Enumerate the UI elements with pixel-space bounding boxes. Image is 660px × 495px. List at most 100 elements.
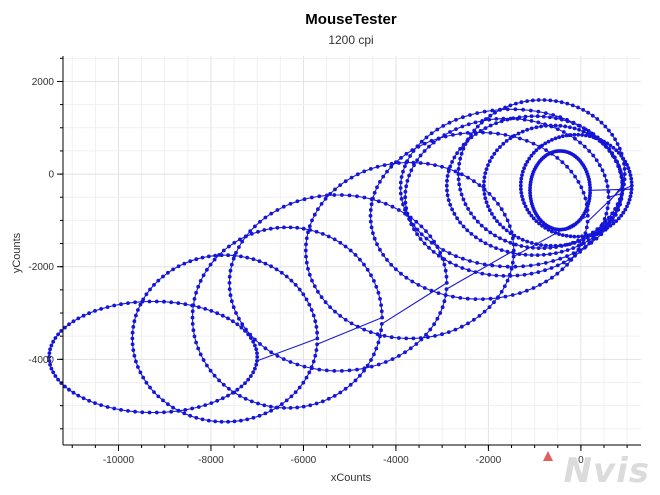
x-tick-label: -6000 xyxy=(291,455,317,466)
data-point xyxy=(555,263,560,268)
data-point xyxy=(440,164,444,169)
data-point xyxy=(445,178,449,183)
data-point xyxy=(576,105,580,110)
data-point xyxy=(255,359,259,363)
data-point xyxy=(534,219,539,224)
data-point xyxy=(513,107,518,112)
data-point xyxy=(428,234,433,239)
data-point xyxy=(487,208,492,213)
data-point xyxy=(496,202,500,206)
data-point xyxy=(490,263,495,268)
data-point xyxy=(254,362,259,367)
data-point xyxy=(220,396,225,401)
data-point xyxy=(269,350,274,355)
data-point xyxy=(275,208,280,212)
data-point xyxy=(571,121,576,126)
watermark-logo: Nvis xyxy=(563,451,650,491)
data-point xyxy=(253,366,257,371)
data-point xyxy=(147,410,152,415)
data-point xyxy=(460,266,465,270)
data-point xyxy=(310,278,314,283)
data-point xyxy=(583,196,588,201)
data-point xyxy=(442,257,447,262)
data-point xyxy=(452,155,457,160)
data-point xyxy=(617,146,622,151)
data-point xyxy=(468,259,472,263)
data-point xyxy=(614,148,619,153)
data-point xyxy=(191,303,196,307)
data-point xyxy=(603,124,608,129)
data-point xyxy=(192,334,197,339)
data-point xyxy=(255,351,259,355)
data-point xyxy=(213,419,218,424)
data-point xyxy=(316,289,320,294)
data-point xyxy=(541,114,546,119)
data-point xyxy=(435,316,440,321)
data-point xyxy=(428,327,433,332)
data-point xyxy=(205,363,209,368)
data-point xyxy=(81,396,86,401)
data-point xyxy=(550,275,554,280)
data-point xyxy=(369,225,374,230)
data-point xyxy=(567,257,572,262)
data-point xyxy=(539,124,543,129)
data-point xyxy=(523,114,528,119)
data-point xyxy=(131,348,136,352)
data-point xyxy=(424,332,428,337)
data-point xyxy=(611,145,616,150)
data-point xyxy=(326,234,331,239)
data-point xyxy=(415,232,419,237)
data-point xyxy=(51,339,56,344)
data-point xyxy=(523,204,528,209)
data-point xyxy=(585,213,590,218)
data-point xyxy=(617,200,622,205)
data-point xyxy=(607,128,611,133)
data-point xyxy=(407,217,411,221)
data-point xyxy=(496,131,500,136)
data-point xyxy=(411,336,416,341)
data-point xyxy=(616,163,621,168)
data-point xyxy=(338,240,343,245)
data-point xyxy=(221,382,226,387)
data-point xyxy=(512,233,517,238)
data-point xyxy=(328,192,332,196)
data-point xyxy=(534,148,539,153)
data-point xyxy=(134,359,138,364)
data-point xyxy=(620,179,625,184)
data-point xyxy=(379,309,384,314)
data-point xyxy=(323,300,328,305)
data-point xyxy=(565,119,570,124)
data-point xyxy=(314,325,319,329)
data-point xyxy=(313,353,318,358)
data-point xyxy=(555,156,560,160)
data-point xyxy=(480,271,485,276)
data-point xyxy=(194,415,199,420)
data-point xyxy=(499,207,504,212)
data-point xyxy=(248,332,253,337)
data-point xyxy=(405,179,410,183)
data-point xyxy=(348,382,353,387)
data-point xyxy=(401,169,405,174)
data-point xyxy=(520,237,525,242)
data-point xyxy=(304,236,309,241)
data-point xyxy=(313,319,318,324)
data-point xyxy=(403,189,408,194)
data-point xyxy=(543,141,548,146)
data-point xyxy=(433,163,437,168)
data-point xyxy=(398,186,403,190)
data-point xyxy=(53,336,58,340)
data-point xyxy=(263,261,268,266)
data-point xyxy=(315,342,319,347)
data-point xyxy=(71,390,76,395)
data-point xyxy=(56,377,60,382)
data-point xyxy=(458,187,463,192)
data-point xyxy=(176,301,181,305)
data-point xyxy=(194,257,199,262)
data-point xyxy=(198,279,203,283)
data-point xyxy=(226,393,230,398)
data-point xyxy=(571,246,576,251)
data-point xyxy=(301,292,306,297)
data-point xyxy=(529,126,534,131)
data-point xyxy=(309,366,314,371)
data-point xyxy=(529,213,534,218)
